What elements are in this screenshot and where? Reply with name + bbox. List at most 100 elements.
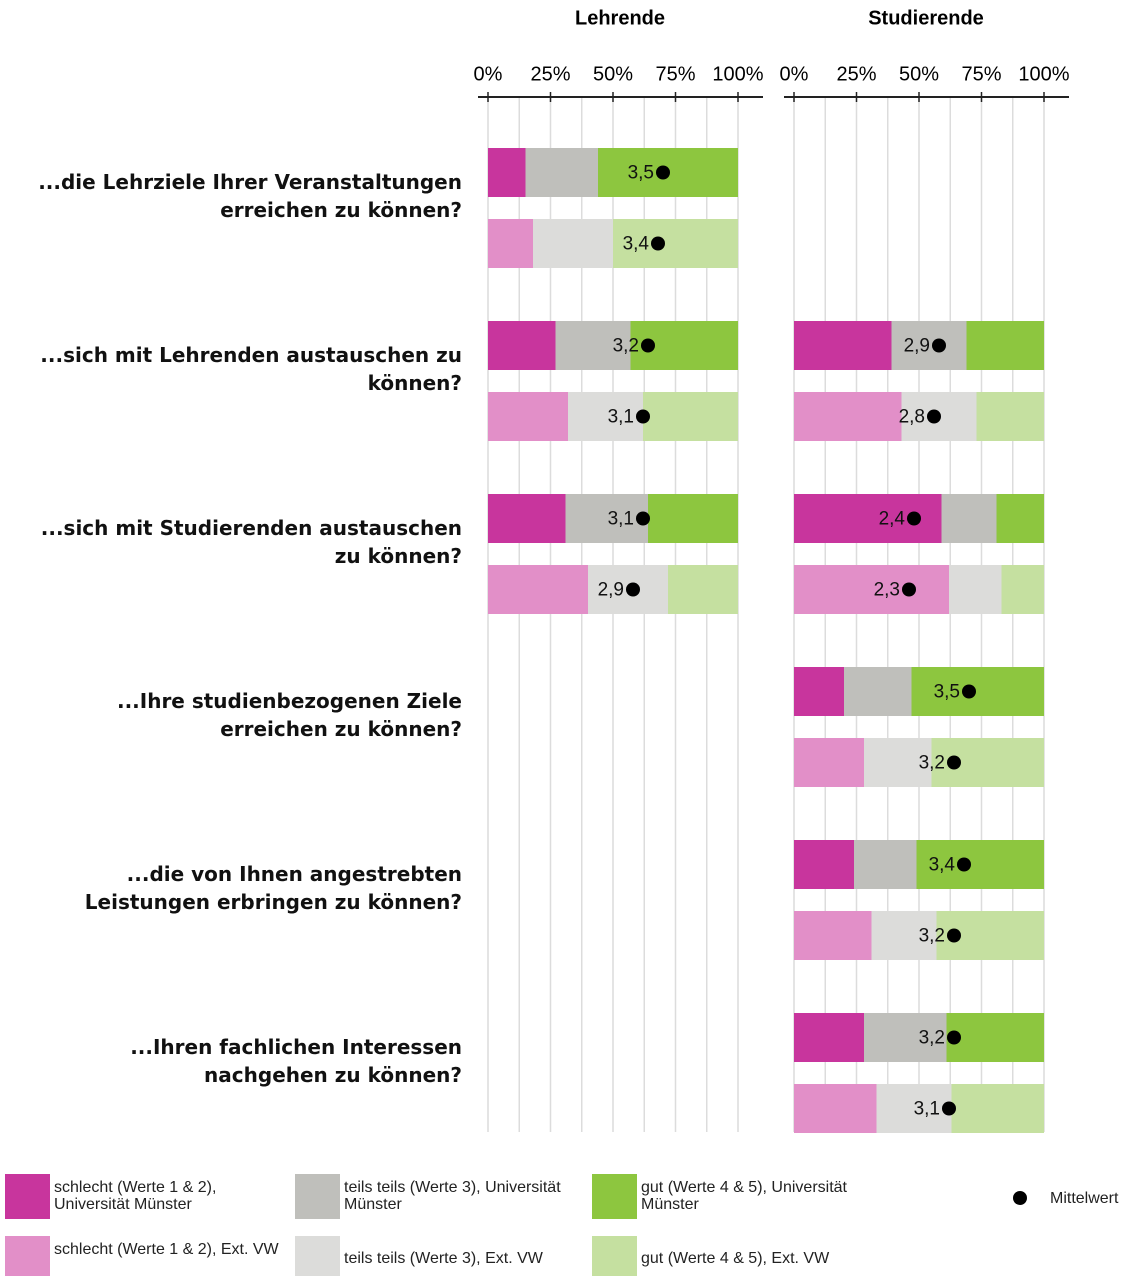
bar-segment (794, 667, 844, 716)
bar-segment (794, 738, 864, 787)
mean-marker (641, 338, 655, 353)
mean-marker (947, 928, 961, 943)
x-tick-label: 50% (593, 63, 633, 85)
bar-segment (941, 494, 997, 543)
bar-segment (488, 148, 526, 197)
bar-segment (488, 494, 566, 543)
mean-label: 3,1 (608, 509, 634, 530)
question-label: ...Ihre studienbezogenen Ziele erreichen… (116, 689, 462, 741)
bar-segment (668, 565, 738, 614)
question-label: ...die Lehrziele Ihrer Veranstaltungen e… (38, 170, 462, 222)
legend-label: teils teils (Werte 3), Universität Münst… (344, 1179, 561, 1213)
mean-label: 3,4 (623, 234, 650, 255)
legend-swatch (592, 1174, 637, 1219)
mean-marker (656, 165, 670, 180)
x-tick-label: 100% (712, 63, 763, 85)
bar-segment (946, 1013, 1044, 1062)
bar-segment (891, 321, 967, 370)
bar-segment (648, 494, 738, 543)
bar-segment (864, 738, 932, 787)
x-tick-label: 75% (961, 63, 1001, 85)
mean-marker (932, 338, 946, 353)
bar-segment (555, 321, 631, 370)
question-label: ...Ihren fachlichen Interessen nachgehen… (130, 1035, 462, 1087)
bar-segment (568, 392, 643, 441)
mean-label: 2,8 (899, 407, 925, 428)
bar-segment (794, 565, 949, 614)
mean-label: 3,5 (628, 163, 654, 184)
mean-marker (902, 582, 916, 597)
mean-label: 3,1 (608, 407, 634, 428)
mean-marker (927, 409, 941, 424)
mean-marker (636, 511, 650, 526)
mean-marker (907, 511, 921, 526)
bar-segment (996, 494, 1044, 543)
mean-marker (947, 755, 961, 770)
mean-marker (942, 1101, 956, 1116)
mean-marker (636, 409, 650, 424)
x-tick-label: 75% (655, 63, 695, 85)
bar-segment (794, 321, 892, 370)
mean-label: 3,2 (919, 926, 945, 947)
bar-segment (911, 667, 1044, 716)
bar-segment (488, 565, 588, 614)
bar-segment (966, 321, 1044, 370)
mean-label: 2,9 (598, 580, 624, 601)
bar-segment (565, 494, 648, 543)
bar-segment (854, 840, 917, 889)
panel-title: Lehrende (575, 7, 665, 29)
x-tick-label: 25% (836, 63, 876, 85)
x-tick-label: 50% (899, 63, 939, 85)
bar-segment (533, 219, 613, 268)
bar-segment (871, 911, 937, 960)
legend-label: schlecht (Werte 1 & 2), Universität Müns… (54, 1179, 217, 1213)
mean-marker (947, 1030, 961, 1045)
bar-segment (949, 565, 1002, 614)
question-label: ...die von Ihnen angestrebten Leistungen… (84, 862, 462, 914)
bar-segment (488, 392, 568, 441)
mean-marker (957, 857, 971, 872)
legend-swatch (295, 1236, 340, 1276)
mean-label: 2,3 (874, 580, 900, 601)
bar-segment (488, 321, 556, 370)
legend-swatch (5, 1236, 50, 1276)
mean-label: 3,2 (919, 753, 945, 774)
mean-label: 2,4 (879, 509, 906, 530)
panel-title: Studierende (868, 7, 984, 29)
legend-label: gut (Werte 4 & 5), Ext. VW (641, 1250, 830, 1267)
bar-segment (794, 1013, 864, 1062)
mean-label: 3,5 (934, 682, 960, 703)
legend-swatch (295, 1174, 340, 1219)
legend-mean-marker (1013, 1191, 1027, 1205)
mean-label: 3,4 (929, 855, 956, 876)
legend-swatch (592, 1236, 637, 1276)
question-label: ...sich mit Lehrenden austauschen zu kön… (40, 343, 462, 395)
bar-segment (613, 219, 738, 268)
question-label: ...sich mit Studierenden austauschen zu … (40, 516, 462, 568)
bar-segment (864, 1013, 947, 1062)
bar-segment (951, 1084, 1044, 1133)
x-tick-label: 0% (474, 63, 503, 85)
bar-segment (794, 1084, 877, 1133)
x-tick-label: 0% (780, 63, 809, 85)
bar-segment (976, 392, 1044, 441)
legend-swatch (5, 1174, 50, 1219)
legend-label: Mittelwert (1050, 1190, 1119, 1207)
mean-marker (651, 236, 665, 251)
bar-segment (488, 219, 533, 268)
mean-label: 3,2 (613, 336, 639, 357)
bar-segment (916, 840, 1044, 889)
mean-label: 3,2 (919, 1028, 945, 1049)
mean-label: 3,1 (914, 1099, 940, 1120)
mean-label: 2,9 (904, 336, 930, 357)
bar-segment (643, 392, 738, 441)
bar-segment (794, 840, 854, 889)
bar-segment (525, 148, 598, 197)
legend-label: gut (Werte 4 & 5), Universität Münster (641, 1179, 847, 1213)
mean-marker (962, 684, 976, 699)
bar-segment (1001, 565, 1044, 614)
x-tick-label: 25% (530, 63, 570, 85)
bar-segment (876, 1084, 952, 1133)
